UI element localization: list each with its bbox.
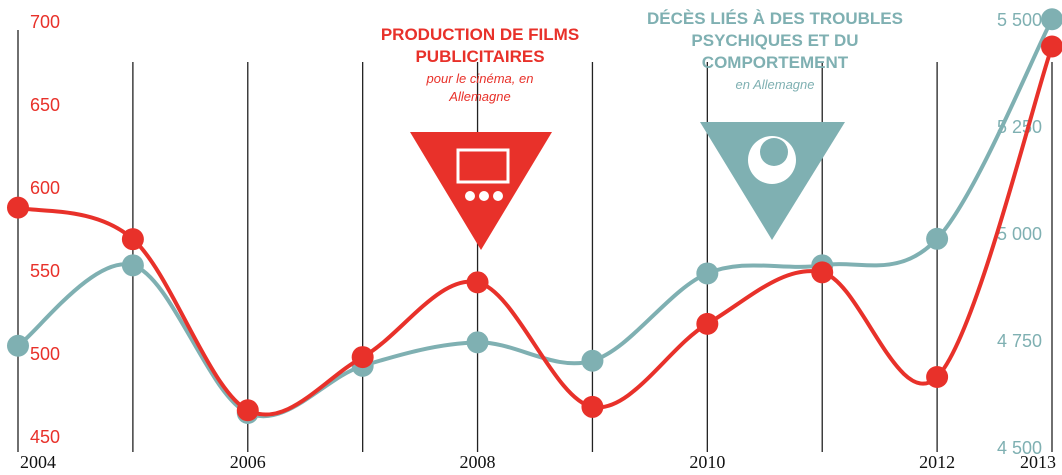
data-point: [581, 349, 604, 372]
data-point: [121, 228, 144, 251]
series-line: [17, 45, 1054, 417]
data-point: [7, 196, 29, 219]
data-point: [121, 254, 144, 277]
data-point: [581, 395, 604, 418]
x-tick-label: 2010: [689, 452, 725, 472]
y-tick-label: 500: [30, 344, 60, 364]
y-tick-label: 700: [30, 12, 60, 32]
x-tick-label: 2012: [919, 452, 955, 472]
y2-tick-label: 4 500: [997, 438, 1042, 458]
data-point: [811, 261, 834, 284]
x-tick-label: 2013: [1020, 452, 1056, 472]
data-point: [926, 366, 949, 389]
x-tick-label: 2006: [230, 452, 266, 472]
y-tick-label: 600: [30, 178, 60, 198]
data-point: [7, 334, 29, 357]
icon-ad: [410, 132, 552, 250]
series-line: [16, 18, 1054, 419]
icon-person: [479, 191, 489, 201]
data-point: [466, 331, 489, 354]
y2-tick-label: 4 750: [997, 331, 1042, 351]
x-tick-label: 2008: [460, 452, 496, 472]
annotation: DÉCÈS LIÉS À DES TROUBLES PSYCHIQUES ET …: [630, 8, 920, 94]
icon-person: [493, 191, 503, 201]
data-point: [1041, 35, 1062, 58]
series-label: PRODUCTION DE FILMS PUBLICITAIRES: [380, 25, 580, 66]
data-point: [696, 312, 719, 335]
annotation: PRODUCTION DE FILMS PUBLICITAIRES pour l…: [360, 24, 600, 106]
x-tick-label: 2004: [20, 452, 56, 472]
y2-tick-label: 5 500: [997, 10, 1042, 30]
series-sublabel: pour le cinéma, en Allemagne: [426, 71, 534, 104]
series-sublabel: en Allemagne: [735, 77, 815, 92]
data-point: [236, 399, 259, 422]
data-point: [696, 262, 719, 285]
y-tick-label: 550: [30, 261, 60, 281]
y-tick-label: 650: [30, 95, 60, 115]
data-point: [466, 271, 489, 294]
data-point: [1041, 8, 1062, 31]
y2-tick-label: 5 000: [997, 224, 1042, 244]
icon-person: [465, 191, 475, 201]
icon-brain: [760, 138, 788, 166]
icon-screen: [456, 148, 510, 184]
y-tick-label: 450: [30, 427, 60, 447]
data-point: [926, 227, 949, 250]
series-label: DÉCÈS LIÉS À DES TROUBLES PSYCHIQUES ET …: [647, 9, 903, 72]
data-point: [351, 346, 374, 369]
